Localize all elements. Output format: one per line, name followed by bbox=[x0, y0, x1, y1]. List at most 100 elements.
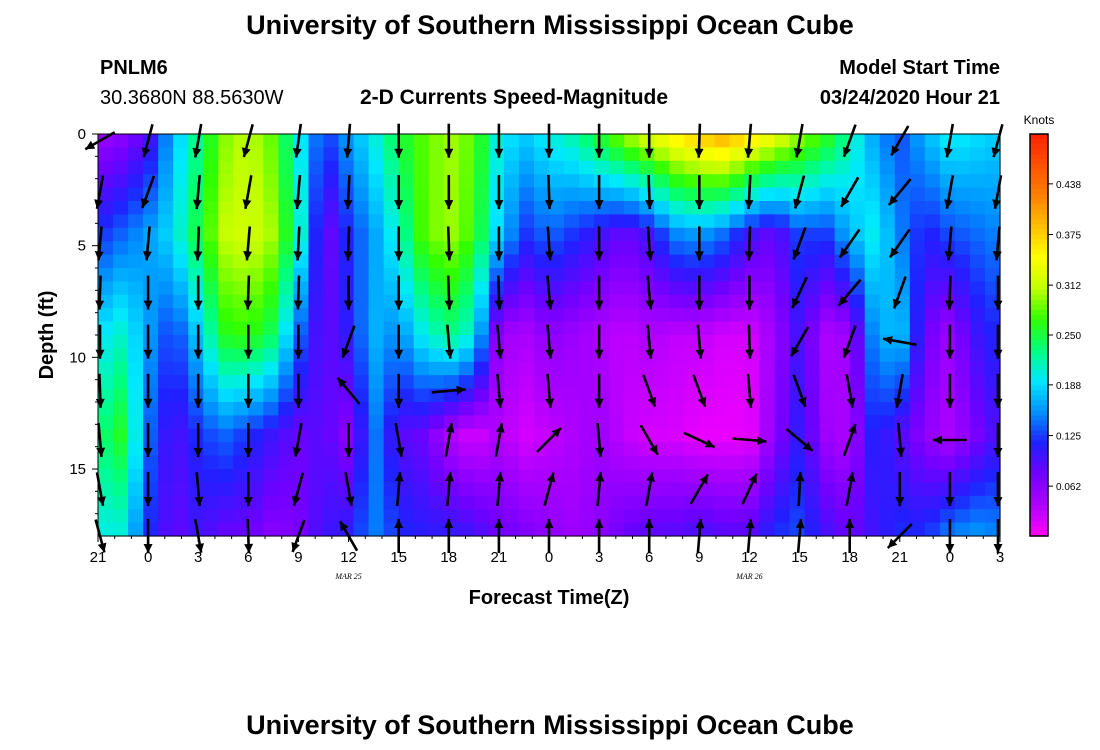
heat-cell bbox=[128, 294, 144, 309]
heat-cell bbox=[579, 160, 595, 175]
heat-cell bbox=[984, 281, 1001, 296]
heat-cell bbox=[338, 174, 355, 189]
heat-cell bbox=[909, 348, 926, 363]
heat-cell bbox=[308, 174, 325, 189]
heat-cell bbox=[158, 294, 174, 309]
heat-cell bbox=[579, 428, 595, 443]
heat-cell bbox=[308, 227, 325, 242]
colorbar-swatch bbox=[1030, 284, 1048, 291]
heat-cell bbox=[654, 147, 670, 162]
heat-cell bbox=[864, 469, 881, 483]
heat-cell bbox=[488, 281, 505, 296]
heat-cell bbox=[954, 469, 971, 483]
heat-cell bbox=[173, 375, 189, 390]
arrow-head bbox=[945, 544, 955, 553]
heat-cell bbox=[323, 281, 340, 296]
heat-cell bbox=[128, 241, 144, 256]
heat-cell bbox=[579, 469, 595, 483]
heat-cell bbox=[864, 308, 881, 323]
heat-cell bbox=[714, 147, 730, 162]
heat-cell bbox=[443, 134, 460, 148]
heat-cell bbox=[669, 455, 685, 470]
heat-cell bbox=[413, 509, 430, 524]
heat-cell bbox=[609, 321, 625, 336]
heat-cell bbox=[864, 174, 881, 189]
heat-cell bbox=[819, 388, 836, 403]
heat-cell bbox=[308, 482, 325, 497]
heat-cell bbox=[624, 482, 640, 497]
heat-cell bbox=[128, 134, 144, 148]
heat-cell bbox=[654, 428, 670, 443]
heat-cell bbox=[834, 254, 851, 269]
arrow-head bbox=[143, 544, 153, 553]
heat-cell bbox=[533, 134, 550, 148]
current-arrow bbox=[243, 472, 253, 507]
heat-cell bbox=[473, 375, 490, 390]
heat-cell bbox=[804, 522, 821, 537]
heat-cell bbox=[188, 509, 204, 524]
current-arrow bbox=[793, 175, 806, 209]
heat-cell bbox=[263, 160, 279, 175]
arrow-head bbox=[594, 519, 604, 528]
heat-cell bbox=[729, 214, 746, 229]
heat-cell bbox=[413, 134, 430, 148]
heat-cell bbox=[203, 174, 219, 189]
heat-cell bbox=[759, 187, 776, 202]
arrow-head bbox=[594, 398, 604, 408]
heat-cell bbox=[924, 147, 941, 162]
heat-cell bbox=[759, 281, 776, 296]
heat-cell bbox=[909, 227, 926, 242]
arrow-head bbox=[545, 398, 555, 408]
heat-cell bbox=[398, 174, 415, 189]
heat-cell bbox=[609, 522, 625, 537]
heat-cell bbox=[248, 509, 264, 524]
heat-cell bbox=[428, 442, 445, 457]
current-arrow bbox=[639, 424, 659, 456]
heat-cell bbox=[398, 160, 415, 175]
heat-cell bbox=[233, 174, 249, 189]
heat-cell bbox=[473, 335, 490, 349]
heat-cell bbox=[158, 241, 174, 256]
heat-cell bbox=[533, 254, 550, 269]
arrow-head bbox=[993, 544, 1003, 553]
heat-cell bbox=[128, 469, 144, 483]
heat-cell bbox=[624, 348, 640, 363]
heat-cell bbox=[729, 455, 746, 470]
heat-cell bbox=[203, 455, 219, 470]
heat-cell bbox=[488, 174, 505, 189]
heat-cell bbox=[729, 241, 746, 256]
heat-cell bbox=[924, 335, 941, 349]
heat-cell bbox=[143, 482, 159, 497]
heat-cell bbox=[564, 160, 580, 175]
heat-cell bbox=[939, 321, 956, 336]
arrow-head bbox=[896, 447, 905, 457]
current-arrow bbox=[792, 227, 807, 260]
heat-cell bbox=[518, 348, 535, 363]
arrow-head bbox=[193, 349, 203, 359]
heat-cell bbox=[984, 227, 1001, 242]
heat-cell bbox=[458, 214, 475, 229]
heat-cell bbox=[729, 375, 746, 390]
heat-cell bbox=[233, 428, 249, 443]
heat-cell bbox=[654, 201, 670, 215]
heat-cell bbox=[368, 281, 385, 296]
heat-cell bbox=[488, 361, 505, 376]
heat-cell bbox=[684, 402, 700, 416]
arrow-head bbox=[292, 495, 301, 506]
heat-cell bbox=[113, 254, 129, 269]
heat-cell bbox=[774, 187, 791, 202]
current-arrow bbox=[344, 275, 354, 310]
heat-cell bbox=[894, 455, 911, 470]
arrow-head bbox=[142, 251, 152, 261]
colorbar-swatch bbox=[1030, 340, 1048, 346]
heat-cell bbox=[503, 187, 520, 202]
heat-cell bbox=[744, 227, 761, 242]
heat-cell bbox=[624, 147, 640, 162]
heat-cell bbox=[714, 268, 730, 282]
colorbar-swatch bbox=[1030, 294, 1048, 301]
heat-cell bbox=[143, 509, 159, 524]
arrow-head bbox=[444, 148, 454, 158]
heat-cell bbox=[864, 348, 881, 363]
y-tick-label: 5 bbox=[78, 238, 86, 255]
heat-cell bbox=[609, 361, 625, 376]
